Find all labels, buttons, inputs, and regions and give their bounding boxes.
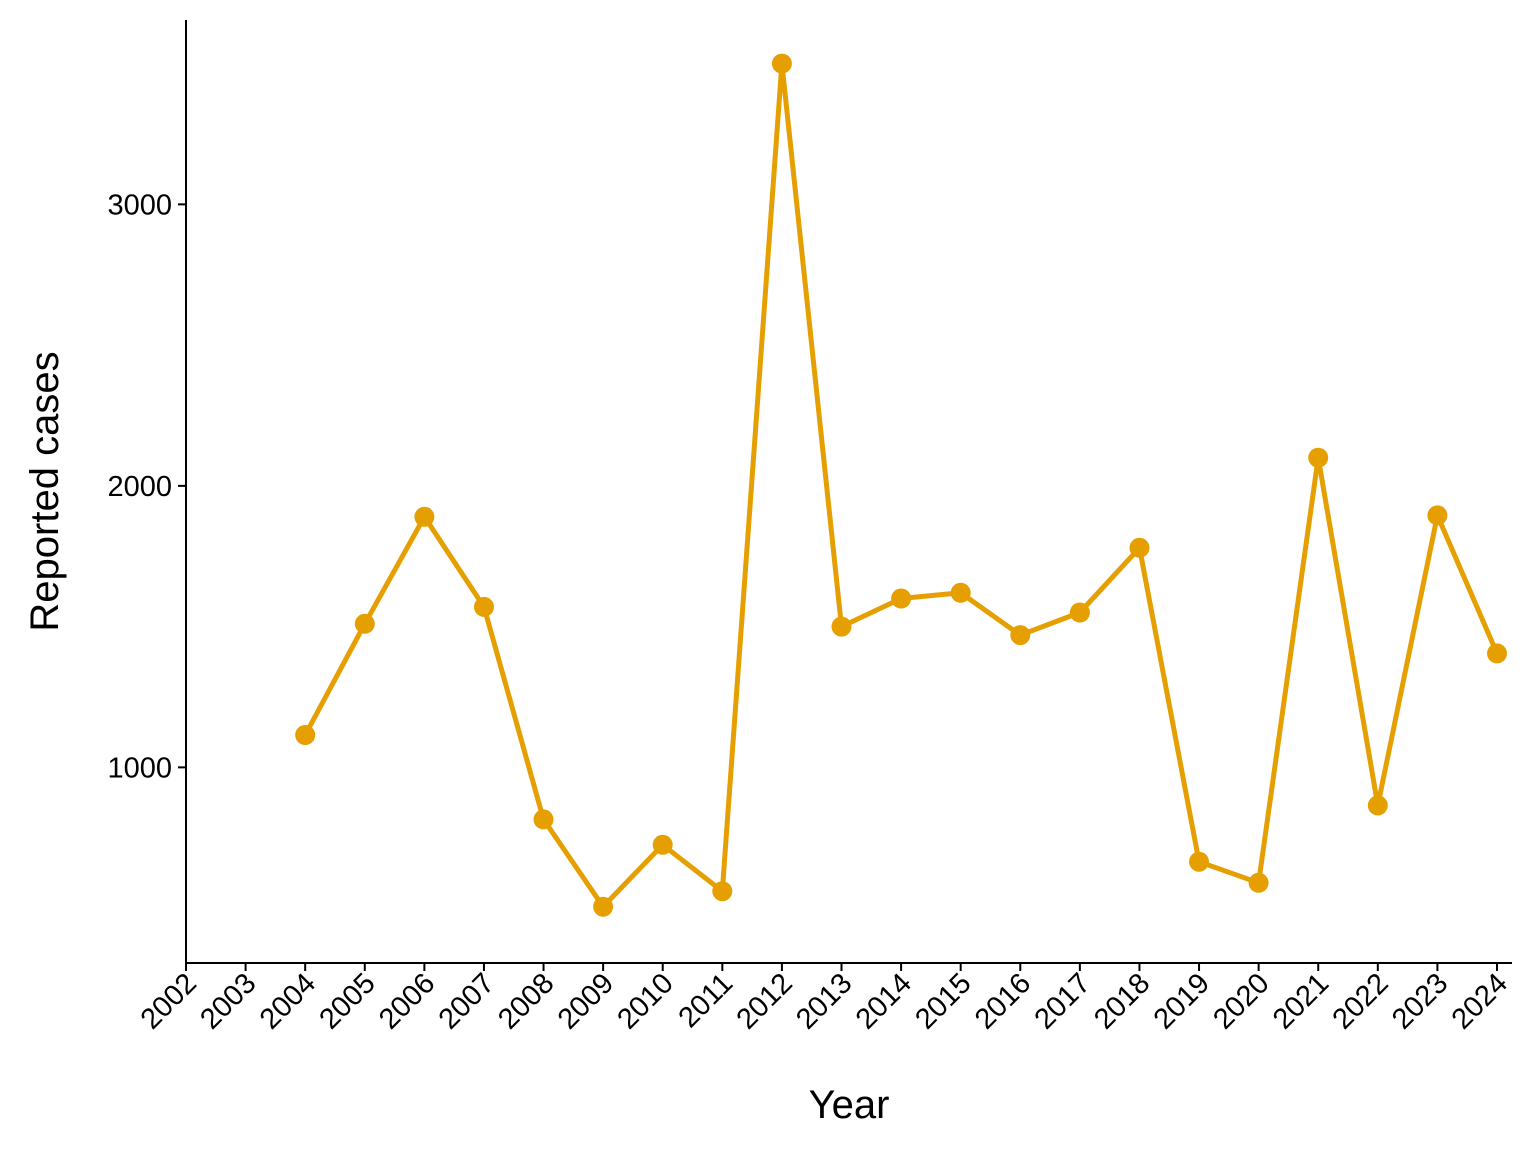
y-axis-title: Reported cases — [23, 351, 67, 631]
x-axis-title: Year — [809, 1083, 890, 1127]
x-tick-label: 2002 — [135, 967, 203, 1035]
x-tick-label: 2024 — [1446, 967, 1514, 1035]
data-point — [771, 53, 792, 74]
data-point — [1367, 795, 1388, 816]
x-axis-ticks: 2002200320042005200620072008200920102011… — [135, 963, 1514, 1036]
data-point — [295, 725, 316, 745]
x-tick-label: 2007 — [433, 967, 501, 1035]
y-tick-label: 3000 — [107, 189, 172, 221]
data-point — [593, 896, 614, 917]
x-tick-label: 2015 — [909, 967, 977, 1035]
y-axis-ticks: 1000 2000 3000 — [107, 189, 186, 784]
x-tick-label: 2017 — [1029, 967, 1097, 1035]
data-point — [950, 582, 971, 603]
data-point — [1189, 851, 1209, 872]
x-tick-label: 2011 — [673, 967, 740, 1034]
data-point — [414, 506, 435, 527]
x-tick-label: 2005 — [313, 967, 381, 1035]
x-tick-label: 2020 — [1207, 967, 1275, 1035]
data-point — [354, 613, 375, 634]
x-tick-label: 2022 — [1327, 967, 1395, 1035]
data-point — [1487, 643, 1507, 664]
x-tick-label: 2006 — [373, 967, 441, 1035]
y-tick-label: 2000 — [107, 471, 172, 503]
series-layer — [295, 53, 1507, 917]
x-tick-label: 2023 — [1386, 967, 1454, 1035]
x-tick-label: 2003 — [194, 967, 262, 1035]
x-tick-label: 2016 — [969, 967, 1037, 1035]
x-tick-label: 2014 — [850, 967, 918, 1035]
x-tick-label: 2019 — [1148, 967, 1216, 1035]
data-point — [474, 596, 494, 617]
data-point — [891, 588, 912, 609]
x-tick-label: 2004 — [254, 967, 322, 1035]
data-point — [1129, 537, 1150, 558]
data-point — [652, 834, 673, 855]
data-point — [1427, 505, 1448, 526]
x-tick-label: 2018 — [1088, 967, 1156, 1035]
data-point — [712, 881, 733, 902]
x-tick-label: 2021 — [1267, 967, 1335, 1035]
x-tick-label: 2012 — [731, 967, 799, 1035]
series-line — [302, 61, 1500, 910]
x-tick-label: 2013 — [790, 967, 858, 1035]
x-tick-label: 2008 — [492, 967, 560, 1035]
data-point — [1010, 625, 1031, 646]
y-tick-label: 1000 — [107, 752, 172, 784]
data-point — [1069, 602, 1090, 623]
data-point — [533, 809, 554, 830]
data-point — [1308, 447, 1329, 468]
x-tick-label: 2009 — [552, 967, 620, 1035]
data-point — [831, 616, 852, 637]
data-point — [1248, 872, 1269, 893]
x-tick-label: 2010 — [611, 967, 679, 1035]
